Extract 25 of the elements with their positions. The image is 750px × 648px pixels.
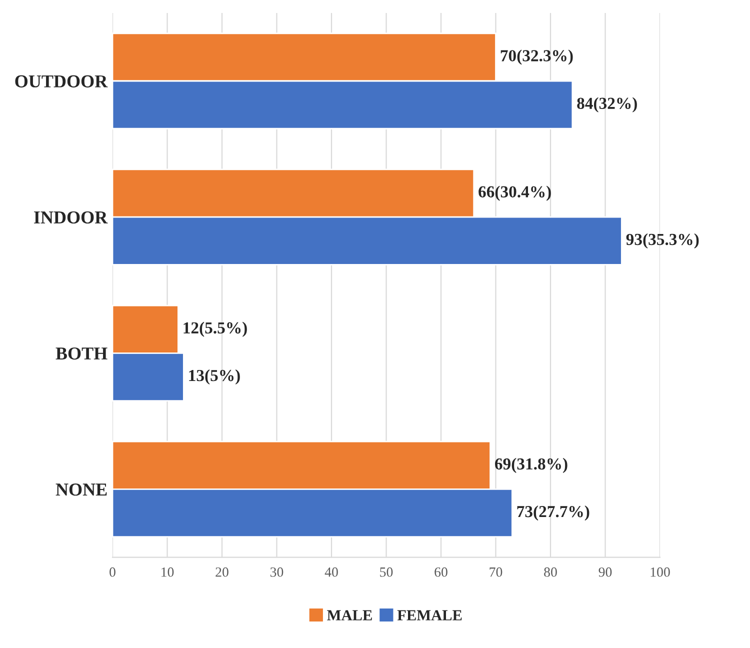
x-tick-label: 100 bbox=[650, 567, 670, 577]
x-tick-label: 60 bbox=[434, 567, 448, 577]
data-label: 12(5.5%) bbox=[184, 322, 247, 337]
x-tick-label: 70 bbox=[490, 567, 502, 577]
legend-label: MALE bbox=[327, 610, 372, 620]
x-tick-label: 10 bbox=[162, 567, 174, 577]
y-tick-label: BOTH bbox=[56, 347, 108, 360]
data-label: 84(32%) bbox=[577, 97, 637, 112]
x-tick-label: 30 bbox=[270, 567, 284, 577]
y-tick-label: NONE bbox=[56, 484, 107, 496]
x-tick-label: 80 bbox=[544, 567, 557, 577]
x-tick-label: 90 bbox=[598, 567, 612, 577]
x-tick-label: 0 bbox=[110, 567, 116, 577]
y-tick-label: INDOOR bbox=[34, 211, 108, 224]
data-label: 93(35.3%) bbox=[626, 233, 699, 248]
x-tick-label: 20 bbox=[216, 567, 228, 577]
y-tick-label: OUTDOOR bbox=[15, 75, 108, 88]
legend-label: FEMALE bbox=[397, 610, 462, 620]
data-label: 70(32.3%) bbox=[500, 50, 573, 65]
x-tick-label: 50 bbox=[380, 567, 393, 577]
data-label: 73(27.7%) bbox=[517, 505, 590, 521]
data-label: 13(5%) bbox=[189, 369, 240, 385]
data-label: 66(30.4%) bbox=[478, 186, 551, 201]
data-label: 69(31.8%) bbox=[495, 458, 568, 473]
x-tick-label: 40 bbox=[324, 567, 338, 577]
